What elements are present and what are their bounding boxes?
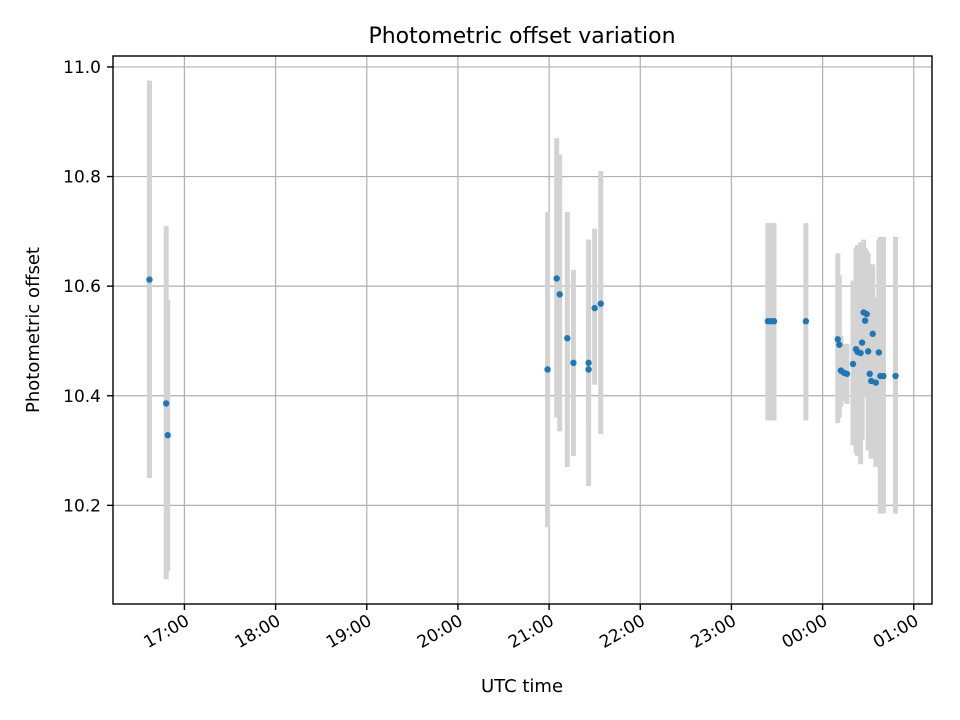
data-point [770,318,778,325]
x-tick-label: 20:00 [414,611,466,653]
y-tick-label: 10.2 [63,496,101,516]
x-tick-label: 01:00 [870,611,922,653]
gridlines [113,56,932,604]
data-point [564,335,571,342]
x-tick-label: 19:00 [323,611,375,653]
data-point [802,318,810,325]
y-tick-label: 10.6 [63,277,101,297]
y-axis-label: Photometric offset [23,247,44,413]
y-axis-ticks: 10.2 10.4 10.6 10.8 11.0 [63,58,113,516]
data-point [880,372,887,380]
data-point [146,276,153,283]
chart-title: Photometric offset variation [368,24,675,49]
data-point [864,348,872,355]
data-point [857,349,864,357]
data-point [597,300,604,307]
x-axis-label: UTC time [481,676,563,697]
x-axis-ticks: 17:00 18:00 19:00 20:00 21:00 22:00 23:00 00:00… [140,604,922,653]
x-tick-label: 22:00 [596,611,648,653]
data-point [556,291,563,298]
data-point [892,372,899,380]
data-point [872,379,879,386]
data-point [591,304,598,312]
data-point [544,366,551,373]
data-point [849,360,857,368]
y-tick-label: 10.4 [63,387,101,407]
data-point [834,336,841,343]
x-tick-label: 21:00 [505,611,557,653]
data-point [585,359,592,367]
data-point [861,317,869,324]
data-point [863,310,870,318]
error-bars [146,80,899,580]
data-point [843,370,851,378]
x-tick-label: 17:00 [140,611,192,653]
data-points [146,275,899,439]
y-tick-label: 10.8 [63,168,101,188]
x-tick-label: 18:00 [232,611,284,653]
data-point [858,339,866,346]
data-point [164,432,171,439]
data-point [570,359,577,367]
y-tick-label: 11.0 [63,58,101,78]
data-point [866,370,873,378]
x-tick-label: 23:00 [687,611,739,653]
data-point [875,349,883,356]
plot-frame [112,55,933,605]
data-point [836,341,843,348]
data-point [869,330,876,338]
data-point [553,275,560,282]
x-tick-label: 00:00 [779,611,831,653]
data-point [162,400,170,407]
data-point [585,366,592,373]
